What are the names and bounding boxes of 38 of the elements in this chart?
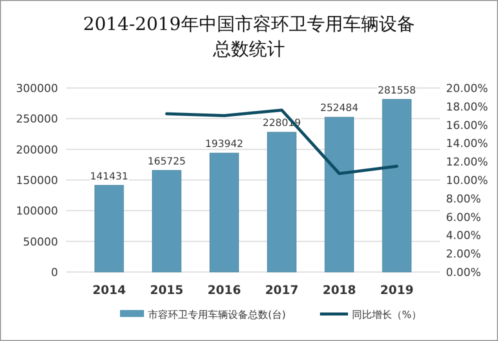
- bar: [324, 116, 354, 272]
- data-label: 281558: [378, 85, 416, 96]
- x-tick-label: 2016: [208, 283, 241, 297]
- y2-tick-label: 8.00%: [446, 192, 481, 206]
- y-tick-label: 0: [51, 266, 58, 279]
- legend-label: 市容环卫专用车辆设备总数(台): [148, 309, 286, 321]
- bar: [382, 99, 412, 272]
- data-label: 252484: [320, 103, 358, 114]
- data-label: 165725: [148, 156, 186, 168]
- y-tick-label: 300000: [16, 82, 58, 95]
- y2-tick-label: 18.00%: [446, 100, 488, 114]
- y2-tick-label: 16.00%: [446, 118, 488, 132]
- data-label: 141431: [90, 171, 128, 182]
- x-tick-label: 2018: [322, 283, 356, 297]
- chart-title: 2014-2019年中国市容环卫专用车辆设备总数统计: [83, 14, 415, 60]
- y-tick-label: 250000: [16, 112, 58, 126]
- bar: [94, 185, 124, 272]
- bar: [267, 132, 296, 272]
- x-tick-label: 2015: [150, 283, 184, 297]
- bar: [210, 152, 239, 272]
- data-label: 193942: [205, 139, 244, 150]
- y2-tick-label: 20.00%: [446, 82, 488, 95]
- bar: [152, 170, 182, 272]
- y2-tick-label: 2.00%: [446, 248, 481, 261]
- x-tick-label: 2019: [380, 283, 414, 297]
- y-tick-label: 100000: [16, 204, 58, 218]
- x-tick-label: 2014: [92, 283, 126, 297]
- legend-label: 同比增长（%）: [352, 309, 422, 321]
- y2-tick-label: 14.00%: [446, 137, 488, 150]
- x-tick-label: 2017: [265, 283, 298, 297]
- y2-tick-label: 4.00%: [446, 229, 481, 242]
- y2-tick-label: 0.00%: [446, 266, 481, 279]
- y2-tick-label: 12.00%: [446, 156, 488, 169]
- y-tick-label: 50000: [23, 235, 58, 248]
- y2-tick-label: 10.00%: [446, 174, 488, 187]
- y2-tick-label: 6.00%: [446, 210, 481, 224]
- y-tick-label: 150000: [16, 174, 58, 187]
- y-tick-label: 200000: [16, 143, 58, 156]
